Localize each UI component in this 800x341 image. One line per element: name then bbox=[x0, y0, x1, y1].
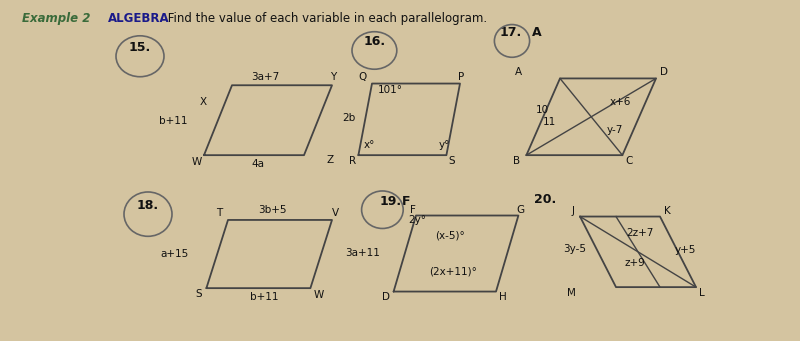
Text: G: G bbox=[517, 205, 525, 215]
Text: y+5: y+5 bbox=[674, 244, 696, 255]
Text: V: V bbox=[332, 208, 339, 218]
Text: R: R bbox=[349, 156, 356, 166]
Text: Example 2: Example 2 bbox=[22, 12, 90, 25]
Text: 18.: 18. bbox=[137, 199, 159, 212]
Text: B: B bbox=[513, 156, 520, 166]
Text: 3a+11: 3a+11 bbox=[346, 248, 381, 258]
Text: T: T bbox=[216, 208, 222, 218]
Text: Z: Z bbox=[326, 155, 334, 165]
Text: D: D bbox=[660, 67, 668, 77]
Text: W: W bbox=[314, 290, 324, 300]
Text: 4a: 4a bbox=[251, 159, 264, 169]
Text: 2b: 2b bbox=[342, 113, 356, 123]
Text: Y: Y bbox=[330, 72, 337, 82]
Text: Find the value of each variable in each parallelogram.: Find the value of each variable in each … bbox=[164, 12, 487, 25]
Text: P: P bbox=[458, 72, 464, 82]
Text: 16.: 16. bbox=[363, 35, 386, 48]
Text: ALGEBRA: ALGEBRA bbox=[108, 12, 170, 25]
Text: (2x+11)°: (2x+11)° bbox=[429, 266, 477, 276]
Text: J: J bbox=[571, 206, 574, 217]
Text: z+9: z+9 bbox=[624, 258, 645, 268]
Text: a+15: a+15 bbox=[161, 249, 189, 259]
Text: Q: Q bbox=[358, 72, 366, 82]
Text: A: A bbox=[532, 26, 542, 39]
Text: 19.: 19. bbox=[379, 195, 402, 208]
Text: W: W bbox=[191, 157, 202, 167]
Text: 11: 11 bbox=[542, 117, 556, 127]
Text: 2z+7: 2z+7 bbox=[626, 227, 654, 238]
Text: (x-5)°: (x-5)° bbox=[435, 230, 466, 240]
Text: L: L bbox=[699, 287, 705, 298]
Text: 20.: 20. bbox=[534, 193, 557, 206]
Text: b+11: b+11 bbox=[250, 292, 278, 302]
Text: C: C bbox=[626, 156, 633, 166]
Text: X: X bbox=[199, 97, 206, 107]
Text: 2y°: 2y° bbox=[408, 215, 426, 225]
Text: A: A bbox=[514, 67, 522, 77]
Text: S: S bbox=[448, 156, 454, 166]
Text: K: K bbox=[664, 206, 670, 217]
Text: 15.: 15. bbox=[129, 41, 151, 54]
Text: x+6: x+6 bbox=[610, 97, 631, 107]
Text: F: F bbox=[410, 205, 415, 215]
Text: b+11: b+11 bbox=[158, 116, 187, 126]
Text: y°: y° bbox=[438, 140, 450, 150]
Text: y-7: y-7 bbox=[606, 125, 622, 135]
Text: 3y-5: 3y-5 bbox=[563, 244, 586, 254]
Text: 3a+7: 3a+7 bbox=[251, 72, 280, 82]
Text: 3b+5: 3b+5 bbox=[258, 205, 286, 215]
Text: D: D bbox=[382, 292, 390, 302]
Text: H: H bbox=[499, 292, 507, 302]
Text: 10: 10 bbox=[536, 105, 549, 116]
Text: F: F bbox=[402, 195, 410, 208]
Text: S: S bbox=[196, 289, 202, 299]
Text: 17.: 17. bbox=[499, 26, 522, 39]
Text: M: M bbox=[567, 287, 576, 298]
Text: 101°: 101° bbox=[378, 85, 402, 95]
Text: x°: x° bbox=[364, 140, 375, 150]
